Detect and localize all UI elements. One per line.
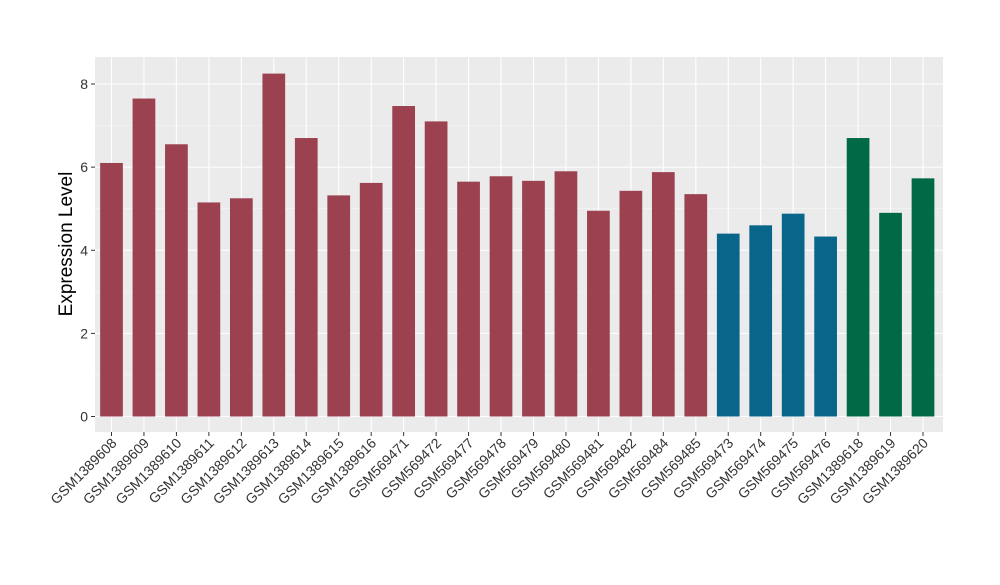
bar xyxy=(457,181,480,417)
bar xyxy=(489,176,513,417)
y-axis-title: Expression Level xyxy=(56,172,77,317)
bar xyxy=(846,138,870,417)
bar xyxy=(294,138,318,417)
bar xyxy=(165,144,188,417)
bar xyxy=(619,190,643,417)
bar xyxy=(879,212,902,417)
y-tick-label: 0 xyxy=(80,409,88,425)
x-axis: GSM1389608GSM1389609GSM1389610GSM1389611… xyxy=(47,432,931,507)
bar xyxy=(100,162,123,417)
bar xyxy=(587,210,610,417)
bar xyxy=(522,180,545,417)
bar xyxy=(554,171,578,417)
bar xyxy=(684,194,708,417)
y-tick-label: 2 xyxy=(80,325,88,341)
bar xyxy=(327,195,351,417)
y-axis: 0 2 4 6 8 xyxy=(80,76,95,425)
y-tick-label: 6 xyxy=(80,159,88,175)
bar xyxy=(424,121,448,417)
y-tick-label: 8 xyxy=(80,76,88,92)
bar xyxy=(392,106,416,417)
bar xyxy=(814,236,837,417)
bar xyxy=(229,198,253,417)
bars xyxy=(100,73,935,417)
bar xyxy=(716,233,740,417)
bar xyxy=(197,202,221,417)
bar xyxy=(132,98,156,417)
bar xyxy=(781,213,805,417)
bar xyxy=(651,172,675,417)
bar xyxy=(911,178,935,417)
y-tick-label: 4 xyxy=(80,242,88,258)
bar xyxy=(749,225,773,417)
bar xyxy=(262,73,286,417)
bar xyxy=(359,182,383,417)
